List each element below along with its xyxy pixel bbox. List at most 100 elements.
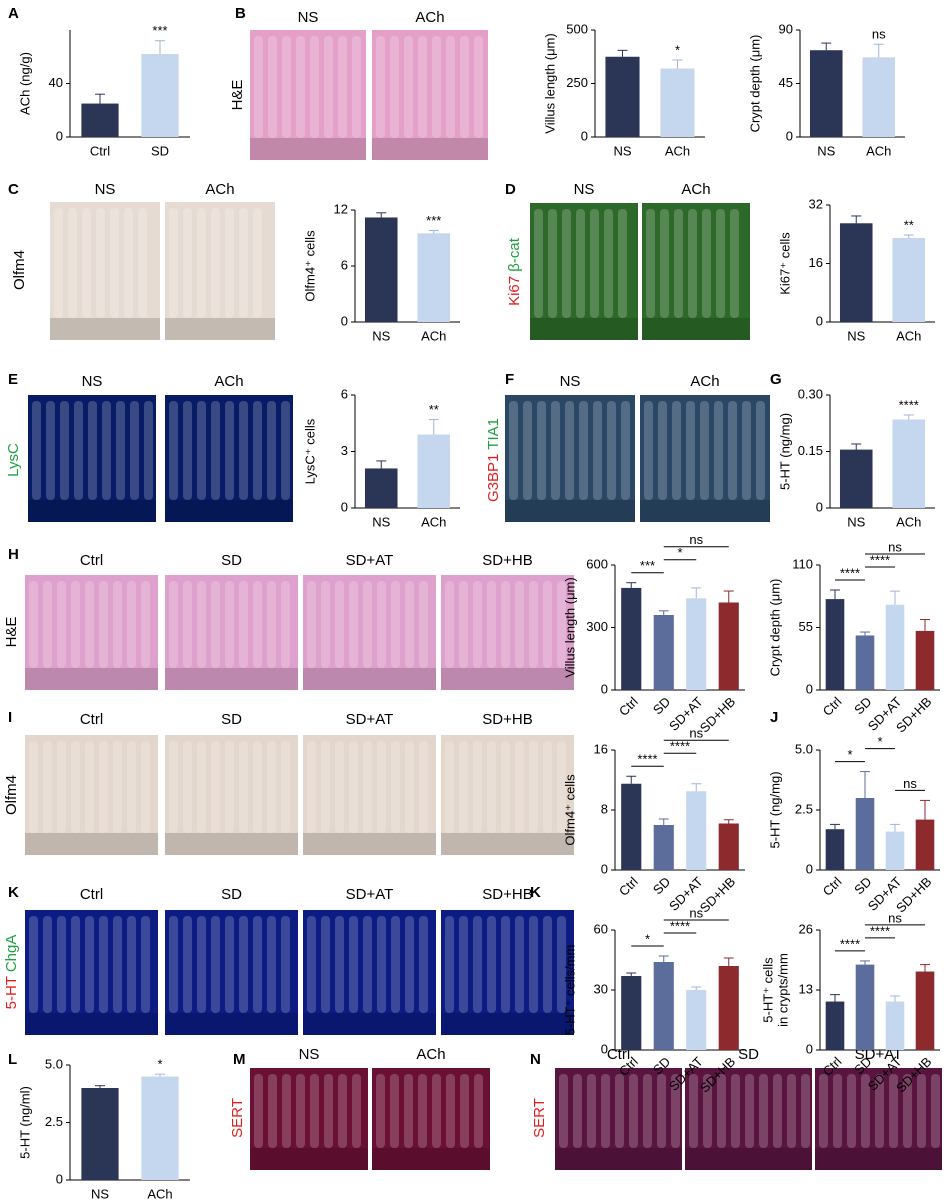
column-label: SD+HB	[482, 552, 532, 569]
villus	[391, 741, 400, 833]
villus	[85, 741, 94, 833]
crypt-band	[50, 318, 160, 340]
y-tick-label: 0	[806, 681, 813, 696]
villus	[889, 1074, 898, 1148]
crypt-band	[640, 500, 770, 522]
micrograph	[303, 735, 436, 855]
villus	[717, 1074, 726, 1148]
column-label: SD	[221, 711, 242, 728]
villus	[211, 741, 220, 833]
villus	[96, 208, 105, 318]
villus	[801, 1074, 810, 1148]
significance: ns	[872, 27, 886, 42]
villus	[99, 916, 108, 1013]
panel-letter: C	[8, 181, 19, 198]
villus	[607, 401, 616, 500]
villus	[658, 401, 667, 500]
villus	[418, 36, 427, 138]
villus	[377, 741, 386, 833]
y-axis-label: 5-HT (ng/mg)	[767, 771, 782, 848]
villus	[352, 1074, 361, 1148]
villus	[688, 209, 697, 318]
column-label: NS	[298, 9, 319, 26]
panel-letter: J	[770, 709, 778, 726]
crypt-band	[250, 1148, 368, 1170]
y-tick-label: 300	[586, 619, 608, 634]
y-tick-label: 0	[601, 681, 608, 696]
villus	[391, 916, 400, 1013]
villus	[419, 581, 428, 668]
villus	[352, 36, 361, 138]
row-label-part: LysC	[5, 443, 22, 477]
micrograph	[372, 30, 488, 160]
bar	[718, 823, 739, 870]
y-tick-label: 0	[601, 1041, 608, 1056]
column-label: NS	[95, 181, 116, 198]
y-tick-label: 0	[816, 499, 823, 514]
villus	[197, 741, 206, 833]
villus	[169, 741, 178, 833]
bar	[825, 599, 845, 690]
villus	[239, 581, 248, 668]
row-label-part: β-cat	[506, 237, 523, 276]
villus	[307, 916, 316, 1013]
bar	[653, 962, 674, 1050]
villus	[618, 209, 627, 318]
micrograph	[165, 735, 298, 855]
x-tick-label: SD	[151, 143, 169, 158]
significance: *	[157, 1057, 162, 1072]
y-tick-label: 0	[341, 313, 348, 328]
villus	[590, 209, 599, 318]
micrograph	[815, 1068, 942, 1170]
panel-letter: B	[235, 5, 246, 22]
villus	[60, 401, 69, 500]
bar	[653, 615, 674, 690]
villus	[376, 1074, 385, 1148]
villus	[543, 741, 552, 833]
villus	[562, 209, 571, 318]
villus	[459, 581, 468, 668]
villus	[85, 581, 94, 668]
villus	[110, 208, 119, 318]
bar	[417, 434, 451, 508]
villus	[745, 1074, 754, 1148]
villus	[197, 581, 206, 668]
villus	[29, 741, 38, 833]
micrograph	[250, 1068, 368, 1170]
row-label: Olfm4	[11, 250, 28, 290]
villus	[29, 916, 38, 1013]
y-axis-label: Olfm4⁺ cells	[562, 774, 577, 846]
villus	[787, 1074, 796, 1148]
villus	[529, 916, 538, 1013]
x-tick-label: Ctrl	[616, 874, 641, 899]
y-axis-label: Crypt depth (μm)	[747, 35, 762, 133]
villus	[404, 1074, 413, 1148]
villus	[573, 1074, 582, 1148]
bar	[855, 635, 875, 690]
villus	[99, 581, 108, 668]
villus	[587, 1074, 596, 1148]
y-tick-label: 0	[806, 1041, 813, 1056]
villus	[671, 1074, 680, 1148]
micrograph	[28, 395, 156, 522]
bar	[686, 598, 707, 690]
micrograph	[50, 202, 160, 340]
row-label-part: H&E	[229, 80, 246, 111]
villus	[515, 916, 524, 1013]
villus	[432, 36, 441, 138]
villus	[501, 581, 510, 668]
significance: ns	[689, 905, 703, 920]
bar	[81, 103, 119, 137]
villus	[116, 401, 125, 500]
villus	[509, 401, 518, 500]
bar	[839, 223, 873, 322]
villus	[551, 401, 560, 500]
crypt-band	[642, 318, 750, 340]
bar	[621, 783, 642, 870]
significance: ns	[888, 910, 902, 925]
panel-letter: E	[8, 371, 18, 388]
crypt-band	[165, 833, 298, 855]
villus	[487, 581, 496, 668]
column-label: ACh	[690, 373, 719, 390]
micrograph	[303, 575, 436, 690]
